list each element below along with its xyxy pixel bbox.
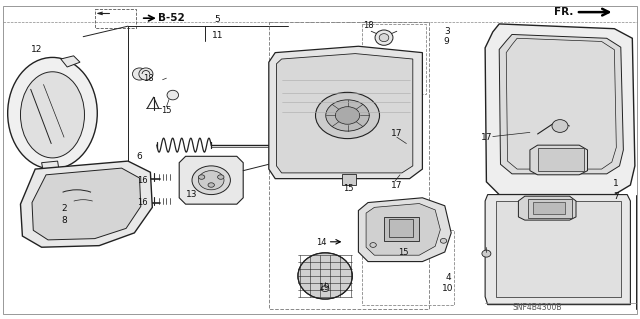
Ellipse shape xyxy=(482,250,491,257)
Ellipse shape xyxy=(298,253,352,299)
Ellipse shape xyxy=(20,72,84,158)
Text: B-52: B-52 xyxy=(158,12,185,23)
Ellipse shape xyxy=(316,93,380,138)
Bar xyxy=(384,217,419,241)
Text: 11: 11 xyxy=(212,31,223,40)
Text: 12: 12 xyxy=(31,45,43,54)
Text: 6: 6 xyxy=(137,152,142,161)
Text: 16: 16 xyxy=(137,176,147,185)
Text: 7: 7 xyxy=(613,192,618,201)
Text: 5: 5 xyxy=(215,15,220,24)
Ellipse shape xyxy=(192,166,230,195)
Ellipse shape xyxy=(392,68,404,76)
Text: 18: 18 xyxy=(363,21,373,30)
Polygon shape xyxy=(485,195,630,305)
Polygon shape xyxy=(61,56,80,67)
Ellipse shape xyxy=(167,90,179,100)
Polygon shape xyxy=(276,54,413,173)
Ellipse shape xyxy=(371,54,385,64)
Polygon shape xyxy=(20,161,152,247)
Ellipse shape xyxy=(379,34,389,42)
Text: 4: 4 xyxy=(445,273,451,282)
Text: 13: 13 xyxy=(186,190,198,199)
Ellipse shape xyxy=(198,171,224,190)
Bar xyxy=(362,24,426,94)
Text: 15: 15 xyxy=(161,106,172,115)
Text: 2: 2 xyxy=(61,204,67,213)
Text: 18: 18 xyxy=(143,74,154,83)
Polygon shape xyxy=(42,161,59,169)
Bar xyxy=(389,219,413,237)
Ellipse shape xyxy=(8,57,97,169)
Ellipse shape xyxy=(218,175,224,179)
Bar xyxy=(95,9,136,28)
Ellipse shape xyxy=(326,100,369,131)
Text: 9: 9 xyxy=(444,37,449,46)
Bar xyxy=(538,148,584,171)
Bar xyxy=(496,201,621,297)
Ellipse shape xyxy=(370,243,376,248)
Polygon shape xyxy=(358,198,451,262)
Bar xyxy=(528,199,572,218)
Text: 17: 17 xyxy=(391,130,403,138)
Ellipse shape xyxy=(139,68,153,80)
Text: 8: 8 xyxy=(61,216,67,225)
Text: 15: 15 xyxy=(398,248,408,256)
Polygon shape xyxy=(499,34,623,174)
Bar xyxy=(362,230,454,305)
Ellipse shape xyxy=(132,68,147,80)
Ellipse shape xyxy=(552,120,568,132)
Polygon shape xyxy=(366,204,440,255)
Ellipse shape xyxy=(335,107,360,124)
Ellipse shape xyxy=(198,175,205,179)
Text: 17: 17 xyxy=(481,133,492,142)
Text: SNF4B4300B: SNF4B4300B xyxy=(513,303,563,312)
Text: 17: 17 xyxy=(391,181,403,189)
Bar xyxy=(533,202,565,214)
Text: 14: 14 xyxy=(316,238,326,247)
Text: 3: 3 xyxy=(444,27,449,36)
Polygon shape xyxy=(518,196,576,220)
Bar xyxy=(269,22,429,309)
Text: 10: 10 xyxy=(442,284,454,293)
Polygon shape xyxy=(32,168,141,240)
Polygon shape xyxy=(485,24,635,195)
Polygon shape xyxy=(530,145,588,175)
Ellipse shape xyxy=(208,183,214,187)
Text: FR.: FR. xyxy=(554,7,573,17)
Ellipse shape xyxy=(375,30,393,45)
Text: 15: 15 xyxy=(344,184,354,193)
Polygon shape xyxy=(269,46,422,179)
Text: 1: 1 xyxy=(613,179,618,188)
Polygon shape xyxy=(179,156,243,204)
Ellipse shape xyxy=(321,286,329,292)
Text: 19: 19 xyxy=(319,283,331,292)
Text: 16: 16 xyxy=(137,198,147,207)
Bar xyxy=(342,174,356,185)
Ellipse shape xyxy=(440,239,447,243)
